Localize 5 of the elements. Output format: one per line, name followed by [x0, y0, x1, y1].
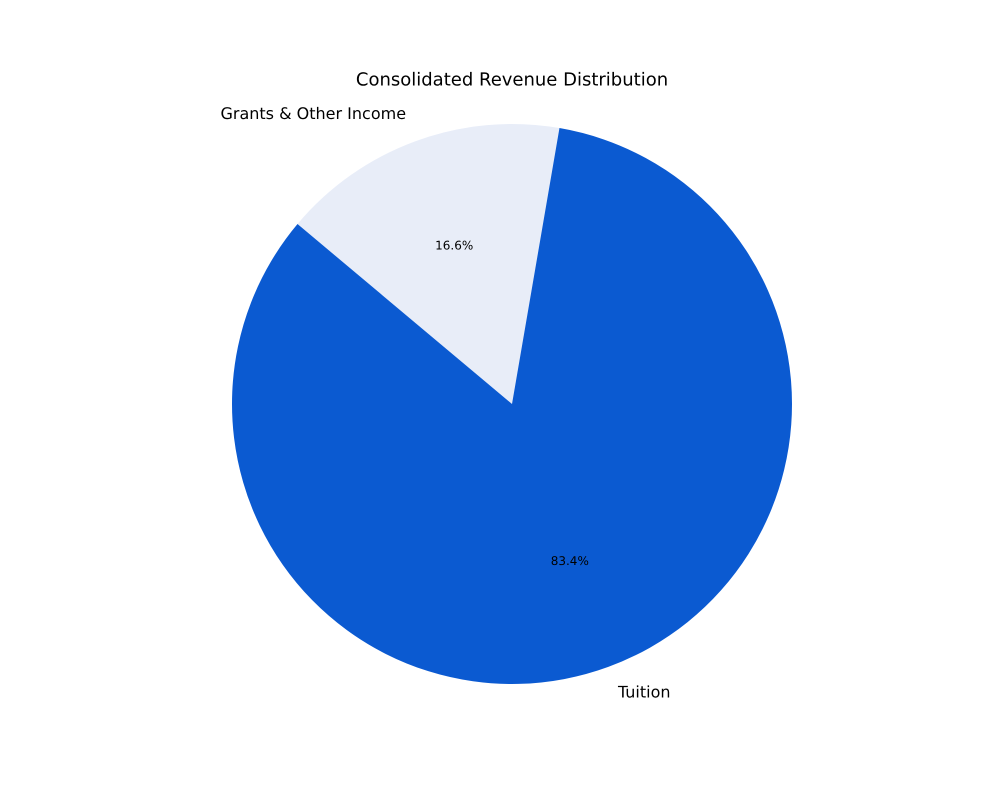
- slice-label: Tuition: [616, 682, 671, 702]
- chart-title: Consolidated Revenue Distribution: [356, 70, 668, 91]
- slice-label: Grants & Other Income: [220, 104, 406, 123]
- data-label: 16.6%: [435, 238, 474, 252]
- data-label: 83.4%: [550, 554, 589, 568]
